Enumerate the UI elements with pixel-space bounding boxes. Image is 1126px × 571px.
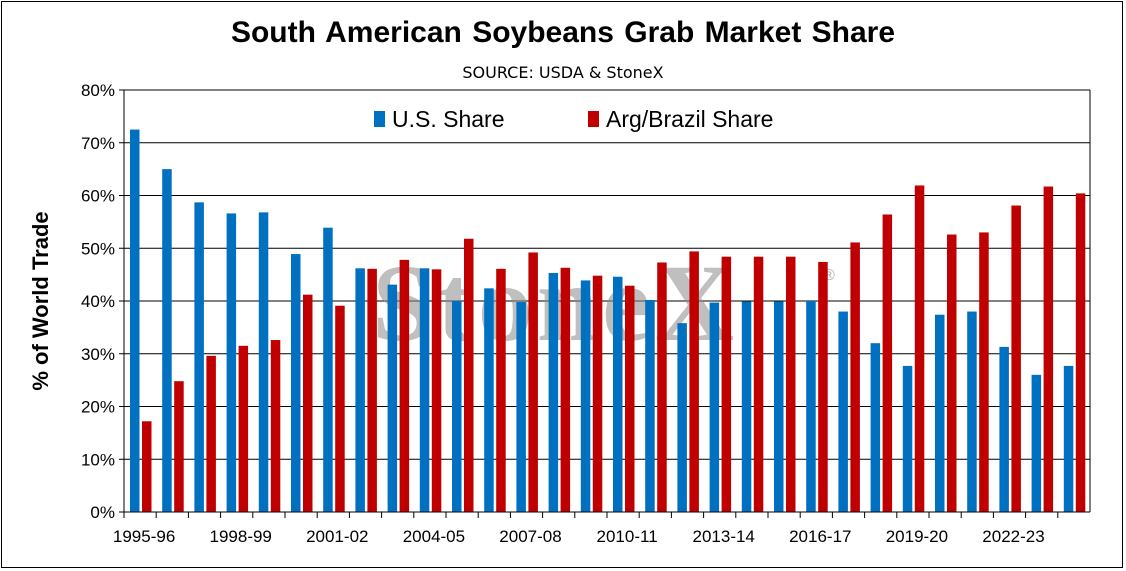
bar-argbrazil-share bbox=[238, 345, 249, 512]
y-tick-label: 0% bbox=[90, 503, 115, 522]
chart-subtitle: SOURCE: USDA & StoneX bbox=[462, 63, 664, 82]
bar-us-share bbox=[999, 346, 1009, 512]
bar-argbrazil-share bbox=[496, 268, 506, 512]
bar-argbrazil-share bbox=[142, 421, 152, 512]
bar-us-share bbox=[613, 276, 623, 512]
bar-argbrazil-share bbox=[657, 262, 667, 512]
y-tick-label: 60% bbox=[81, 187, 115, 206]
bar-argbrazil-share bbox=[818, 261, 828, 512]
bar-us-share bbox=[162, 169, 172, 512]
bar-us-share bbox=[645, 299, 655, 512]
bar-argbrazil-share bbox=[528, 252, 538, 512]
bar-argbrazil-share bbox=[335, 305, 345, 512]
bar-us-share bbox=[838, 311, 848, 512]
x-tick-label: 2001-02 bbox=[306, 527, 368, 546]
bar-us-share bbox=[323, 227, 333, 513]
y-tick-label: 40% bbox=[81, 292, 115, 311]
bar-us-share bbox=[935, 314, 945, 512]
bar-argbrazil-share bbox=[882, 214, 893, 513]
bar-argbrazil-share bbox=[753, 256, 764, 512]
bar-us-share bbox=[967, 311, 977, 512]
bar-us-share bbox=[548, 273, 559, 512]
bar-us-share bbox=[130, 129, 140, 512]
x-tick-label: 2007-08 bbox=[499, 527, 561, 546]
y-tick-label: 70% bbox=[81, 134, 115, 153]
bar-argbrazil-share bbox=[914, 185, 925, 513]
x-tick-label: 2019-20 bbox=[886, 527, 948, 546]
y-tick-label: 50% bbox=[81, 239, 115, 258]
bar-us-share bbox=[806, 301, 816, 512]
bar-us-share bbox=[452, 301, 462, 512]
legend-swatch-argbrazil bbox=[588, 111, 599, 127]
legend-label-argbrazil: Arg/Brazil Share bbox=[606, 106, 773, 132]
bar-argbrazil-share bbox=[592, 275, 603, 512]
bar-argbrazil-share bbox=[625, 285, 635, 512]
bar-us-share bbox=[870, 343, 881, 512]
bar-argbrazil-share bbox=[1011, 205, 1021, 512]
bar-argbrazil-share bbox=[206, 355, 216, 512]
bar-argbrazil-share bbox=[721, 256, 732, 512]
bar-us-share bbox=[355, 268, 365, 512]
bar-us-share bbox=[580, 280, 591, 512]
bar-argbrazil-share bbox=[431, 269, 442, 512]
bar-us-share bbox=[194, 202, 204, 513]
legend-swatch-us bbox=[374, 111, 385, 127]
x-tick-label: 1998-99 bbox=[210, 527, 272, 546]
bar-us-share bbox=[1031, 374, 1042, 512]
bar-us-share bbox=[484, 288, 494, 512]
bar-argbrazil-share bbox=[979, 232, 989, 513]
x-tick-label: 2013-14 bbox=[693, 527, 755, 546]
bar-argbrazil-share bbox=[850, 242, 860, 512]
bar-us-share bbox=[677, 323, 687, 512]
bar-us-share bbox=[902, 365, 913, 512]
bar-us-share bbox=[419, 268, 430, 512]
bar-argbrazil-share bbox=[560, 267, 571, 512]
x-tick-label: 2016-17 bbox=[789, 527, 851, 546]
bar-us-share bbox=[774, 301, 784, 512]
bar-argbrazil-share bbox=[1075, 193, 1086, 512]
bar-us-share bbox=[387, 284, 398, 512]
x-tick-label: 2022-23 bbox=[982, 527, 1044, 546]
legend-label-us: U.S. Share bbox=[392, 106, 505, 132]
bar-argbrazil-share bbox=[947, 234, 957, 512]
y-axis-label: % of World Trade bbox=[28, 211, 53, 390]
bar-argbrazil-share bbox=[367, 268, 377, 512]
bar-argbrazil-share bbox=[270, 340, 281, 512]
bar-us-share bbox=[258, 212, 269, 512]
bar-argbrazil-share bbox=[174, 381, 184, 512]
bar-us-share bbox=[226, 213, 237, 512]
bar-argbrazil-share bbox=[786, 256, 796, 512]
bar-argbrazil-share bbox=[1043, 186, 1054, 512]
y-tick-label: 80% bbox=[81, 81, 115, 100]
x-tick-label: 2004-05 bbox=[403, 527, 465, 546]
bar-us-share bbox=[1063, 365, 1074, 512]
legend: U.S. Share Arg/Brazil Share bbox=[374, 106, 773, 132]
y-tick-label: 10% bbox=[81, 450, 115, 469]
bar-us-share bbox=[709, 302, 720, 512]
bar-argbrazil-share bbox=[399, 259, 410, 512]
y-tick-label: 20% bbox=[81, 398, 115, 417]
bar-argbrazil-share bbox=[689, 251, 699, 513]
x-tick-label: 2010-11 bbox=[597, 527, 658, 546]
bar-us-share bbox=[516, 302, 526, 512]
y-tick-label: 30% bbox=[81, 345, 115, 364]
bar-argbrazil-share bbox=[464, 238, 474, 512]
x-tick-label: 1995-96 bbox=[113, 527, 175, 546]
chart-title: South American Soybeans Grab Market Shar… bbox=[230, 16, 896, 49]
bar-us-share bbox=[291, 254, 301, 513]
bar-us-share bbox=[741, 301, 752, 512]
bar-argbrazil-share bbox=[303, 294, 313, 512]
